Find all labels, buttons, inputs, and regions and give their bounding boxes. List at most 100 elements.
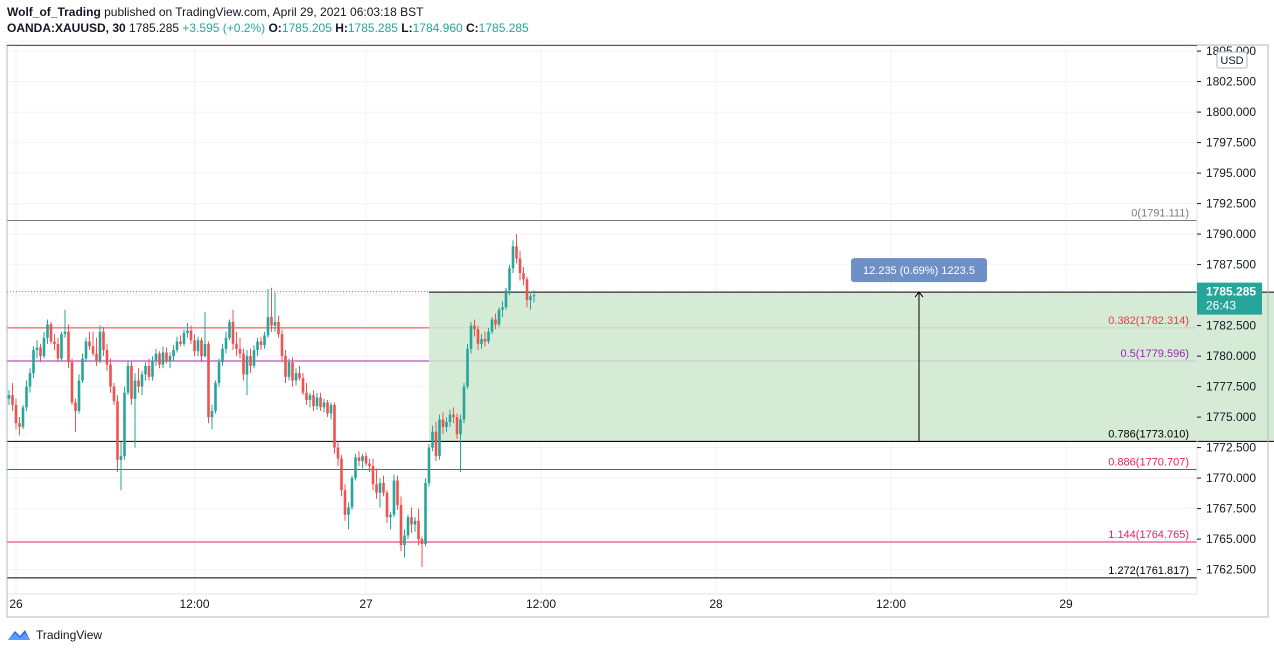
symbol-label[interactable]: OANDA:XAUUSD, 30: [7, 21, 126, 35]
candle-body: [287, 362, 291, 377]
candle-body: [105, 350, 109, 365]
price-tick-label: 1772.500: [1206, 441, 1256, 455]
candle-body: [501, 307, 504, 310]
candle-body: [42, 337, 46, 357]
candle-body: [91, 346, 95, 354]
candle-body: [298, 373, 301, 379]
fib-label-0_5: 0.5(1779.596): [1121, 348, 1190, 360]
candle-body: [417, 520, 420, 540]
candle-body: [175, 341, 179, 350]
candle-body: [235, 343, 238, 349]
candle-body: [319, 397, 322, 408]
price-tick-label: 1787.500: [1206, 258, 1256, 272]
candle-body: [172, 350, 175, 357]
candle-body: [308, 395, 312, 401]
candle-body: [427, 447, 431, 483]
candle-body: [462, 386, 466, 420]
currency-badge: [1216, 51, 1248, 69]
candle-body: [137, 380, 140, 387]
candle-body: [368, 463, 371, 466]
candle-body: [420, 539, 424, 544]
candle-body: [301, 378, 305, 393]
candle-body: [39, 347, 42, 357]
candle-body: [273, 321, 277, 326]
candle-body: [186, 330, 189, 333]
current-price-value: 1785.285: [1206, 285, 1256, 299]
chart-header: Wolf_of_Trading published on TradingView…: [7, 4, 529, 36]
candle-body: [504, 290, 508, 308]
author-name[interactable]: Wolf_of_Trading: [7, 5, 101, 19]
candle-body: [263, 335, 266, 346]
candle-body: [249, 356, 252, 366]
candle-body: [130, 365, 133, 399]
candle-body: [354, 457, 357, 479]
price-tick-label: 1775.000: [1206, 410, 1256, 424]
price-range-zone[interactable]: 12.235 (0.69%) 1223.5: [429, 258, 1274, 442]
candle-body: [151, 360, 154, 377]
candle-body: [203, 343, 207, 357]
candle-body: [32, 350, 35, 374]
candle-body: [322, 402, 326, 408]
candle-body: [364, 456, 368, 464]
price-tick-label: 1792.500: [1206, 197, 1256, 211]
current-price-countdown: 26:43: [1206, 299, 1236, 313]
fib-label-0_886: 0.886(1770.707): [1108, 456, 1189, 468]
candle-body: [424, 482, 427, 544]
price-tick-label: 1777.500: [1206, 380, 1256, 394]
ohlc-line: OANDA:XAUUSD, 30 1785.285 +3.595 (+0.2%)…: [7, 20, 529, 36]
candle-body: [116, 401, 119, 460]
candle-body: [508, 268, 511, 291]
candle-body: [413, 520, 417, 525]
price-tick-label: 1780.000: [1206, 349, 1256, 363]
time-tick-label: 12:00: [876, 597, 906, 611]
footer-brand[interactable]: TradingView: [7, 628, 102, 642]
candle-body: [294, 373, 298, 381]
candle-body: [224, 337, 228, 349]
candle-body: [487, 331, 490, 342]
candle-body: [7, 395, 11, 399]
zone-label-text: 12.235 (0.69%) 1223.5: [863, 265, 975, 277]
price-tick-label: 1782.500: [1206, 319, 1256, 333]
close-value: 1785.285: [478, 21, 529, 35]
candle-body: [21, 407, 25, 427]
candle-body: [270, 317, 273, 326]
candle-body: [70, 362, 74, 403]
candle-body: [210, 411, 214, 418]
candle-body: [280, 334, 284, 357]
price-tick-label: 1767.500: [1206, 502, 1256, 516]
candle-body: [483, 339, 487, 342]
candle-body: [193, 340, 196, 352]
fib-level-labels: 0(1791.111) 0.382(1782.314) 0.5(1779.596) 0…: [1108, 208, 1189, 577]
candle-body: [56, 343, 60, 359]
candle-body: [14, 404, 18, 424]
candle-body: [385, 492, 389, 518]
candle-body: [207, 343, 210, 418]
time-tick-label: 12:00: [526, 597, 556, 611]
candle-body: [144, 365, 147, 375]
candle-body: [46, 324, 49, 338]
candle-body: [133, 380, 137, 399]
price-axis[interactable]: 1762.500 1765.000 1767.500 1770.000 1772.500…: [1197, 44, 1256, 577]
candle-body: [515, 246, 518, 259]
candle-body: [357, 457, 361, 462]
time-axis[interactable]: 26 12:00 27 12:00 28 12:00 29: [9, 597, 1073, 611]
candle-body: [466, 348, 469, 387]
candle-body: [406, 517, 410, 536]
candle-body: [431, 431, 434, 448]
candle-body: [109, 364, 112, 387]
time-tick-label: 12:00: [179, 597, 209, 611]
time-tick-label: 27: [359, 597, 373, 611]
time-tick-label: 29: [1059, 597, 1073, 611]
candle-body: [277, 321, 280, 335]
candle-body: [60, 334, 63, 359]
fib-label-0_786: 0.786(1773.010): [1108, 428, 1189, 440]
publish-line: Wolf_of_Trading published on TradingView…: [7, 4, 529, 20]
candle-body: [165, 352, 168, 361]
candle-body: [196, 340, 200, 352]
candle-body: [238, 348, 242, 354]
candle-body: [179, 341, 182, 344]
candle-body: [305, 392, 308, 401]
price-tick-label: 1800.000: [1206, 105, 1256, 119]
